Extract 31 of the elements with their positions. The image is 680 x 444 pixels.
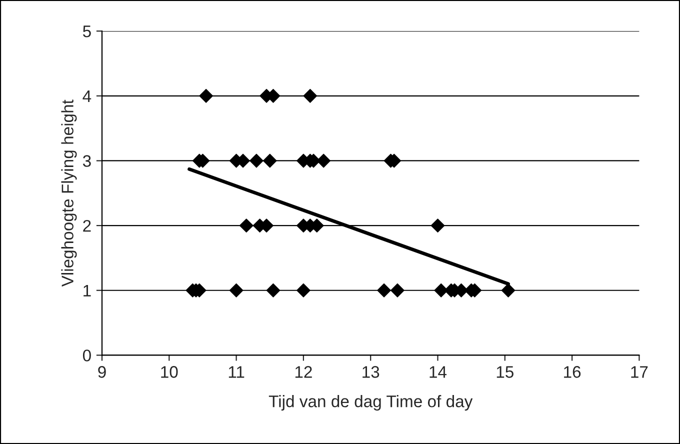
y-tick-label: 1: [84, 284, 91, 296]
point: [199, 88, 214, 103]
point: [377, 283, 391, 298]
y-axis-title: Vlieghoogte Flying height: [61, 100, 77, 287]
x-tick-label: 12: [295, 366, 312, 378]
x-tick-label: 11: [228, 366, 244, 378]
x-tick-label: 13: [362, 366, 380, 378]
point: [262, 154, 277, 168]
x-tick-label: 10: [161, 366, 178, 378]
x-tick-label: 17: [631, 366, 648, 378]
y-tick-label: 0: [82, 350, 91, 362]
x-tick-label: 14: [430, 366, 447, 378]
point: [266, 283, 280, 298]
y-tick-label: 4: [82, 90, 92, 102]
x-axis-title: Tijd van de dag Time of day: [268, 395, 473, 411]
y-tick-label: 3: [82, 155, 91, 167]
x-tick-label: 9: [98, 366, 106, 378]
point: [430, 218, 445, 233]
point: [390, 283, 404, 298]
point: [296, 283, 310, 298]
point: [303, 88, 318, 103]
x-tick-label: 16: [564, 366, 581, 378]
point: [229, 283, 244, 298]
point: [316, 154, 331, 168]
point: [501, 283, 516, 298]
x-tick-label: 15: [496, 366, 514, 378]
point: [239, 218, 254, 233]
point: [434, 283, 448, 298]
y-tick-label: 5: [82, 26, 91, 38]
y-tick-label: 2: [83, 220, 91, 232]
point: [249, 154, 264, 168]
